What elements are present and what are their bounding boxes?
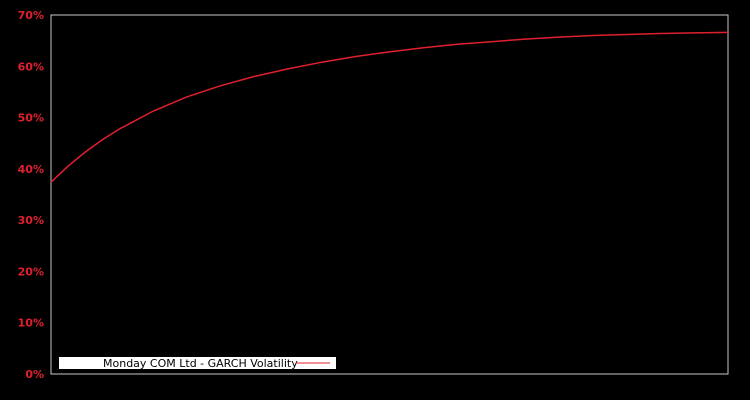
y-tick-label: 50% [18, 112, 44, 125]
y-tick-label: 10% [18, 317, 44, 330]
y-tick-label: 60% [18, 60, 44, 73]
y-tick-label: 30% [18, 214, 44, 227]
y-tick-label: 20% [18, 265, 44, 278]
legend-label: Monday COM Ltd - GARCH Volatility [103, 357, 298, 370]
legend: Monday COM Ltd - GARCH Volatility [59, 357, 336, 370]
volatility-line [50, 31, 729, 183]
legend-box [59, 357, 336, 369]
plot-area-frame [50, 14, 729, 375]
y-tick-label: 0% [25, 368, 44, 381]
y-tick-label: 70% [18, 9, 44, 22]
y-tick-label: 40% [18, 163, 44, 176]
y-axis-ticks: 0% 10% 20% 30% 40% 50% 60% 70% [18, 9, 44, 381]
